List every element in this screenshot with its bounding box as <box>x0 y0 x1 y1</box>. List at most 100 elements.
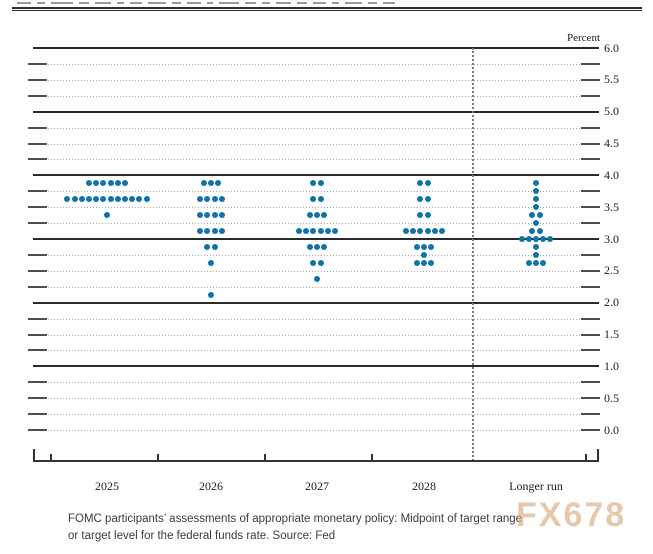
projection-dot-Longer-run-3 <box>540 235 547 243</box>
projection-dot-2025-3.625 <box>136 196 143 203</box>
projection-dot-2025-3.625 <box>129 196 136 203</box>
gridline-left-dash-0.250 <box>28 413 47 416</box>
cropped-text-fragment <box>219 2 239 4</box>
projection-dot-Longer-run-3.375 <box>529 212 536 219</box>
gridline-left-dash-4.250 <box>28 158 47 161</box>
projection-dot-2027-3.625 <box>317 196 324 203</box>
gridline-right-dash-3.500 <box>581 206 600 209</box>
gridline-0.000 <box>48 430 581 431</box>
gridline-2.500 <box>48 270 581 272</box>
gridline-right-dash-5.500 <box>581 78 600 81</box>
projection-dot-2025-3.875 <box>93 180 100 187</box>
projection-dot-2026-3.625 <box>218 196 225 203</box>
projection-dot-2025-3.625 <box>85 196 93 203</box>
projection-dot-Longer-run-3.875 <box>532 180 540 187</box>
projection-dot-Longer-run-3.125 <box>529 227 536 235</box>
projection-dot-Longer-run-3 <box>547 235 554 243</box>
gridline-left-dash-5.250 <box>28 94 47 97</box>
gridline-right-dash-0.750 <box>581 381 600 384</box>
gridline-1.00 <box>33 365 599 368</box>
cropped-text-fragment <box>95 2 111 4</box>
projection-dot-2027-3.125 <box>331 227 339 235</box>
projection-dot-2026-3.125 <box>204 227 211 235</box>
projection-dot-2026-2.125 <box>207 291 215 298</box>
gridline-left-dash-1.250 <box>28 349 47 352</box>
projection-dot-2025-3.875 <box>121 180 129 187</box>
ytick-label-4.5: 4.5 <box>604 136 619 150</box>
gridline-1.750 <box>48 318 581 320</box>
gridline-5.750 <box>48 63 581 65</box>
projection-dot-2026-3.375 <box>218 212 225 219</box>
x-axis-end-tick <box>33 449 35 460</box>
gridline-right-dash-3.750 <box>581 190 600 193</box>
projection-dot-2026-3.125 <box>197 227 204 235</box>
cropped-text-fragment <box>383 2 395 4</box>
y-axis-unit-label: Percent <box>567 32 600 44</box>
projection-dot-2027-3.125 <box>317 227 324 235</box>
projection-dot-2028-3.875 <box>417 180 424 187</box>
projection-dot-2028-2.75 <box>420 251 428 258</box>
caption-line1: FOMC participants’ assessments of approp… <box>68 513 523 525</box>
projection-dot-2028-2.625 <box>420 259 428 266</box>
cropped-text-fragment <box>130 2 142 4</box>
gridline-left-dash-1.500 <box>28 333 47 336</box>
projection-dot-2027-2.625 <box>310 259 317 266</box>
cropped-text-fragment <box>332 2 339 4</box>
cropped-text-fragment <box>17 2 31 4</box>
gridline-0.250 <box>48 414 581 416</box>
projection-dot-2025-3.625 <box>107 196 114 203</box>
projection-dot-2028-3.875 <box>424 180 431 187</box>
ytick-label-5.0: 5.0 <box>604 104 619 119</box>
projection-dot-2028-3.375 <box>424 212 431 219</box>
ytick-label-4.0: 4.0 <box>604 167 619 182</box>
projection-dot-2028-2.625 <box>413 259 420 266</box>
ytick-label-1.0: 1.0 <box>604 358 619 373</box>
chart-caption: FOMC participants’ assessments of approp… <box>68 511 568 544</box>
projection-dot-2028-3.625 <box>424 196 431 203</box>
projection-dot-Longer-run-3.125 <box>536 227 543 235</box>
cropped-text-fragment <box>37 2 45 4</box>
projection-dot-2027-2.625 <box>317 259 324 266</box>
ytick-label-6.0: 6.0 <box>604 40 619 55</box>
projection-dot-2028-3.625 <box>417 196 424 203</box>
header-divider-rule <box>12 7 642 11</box>
gridline-3.250 <box>48 223 581 225</box>
ytick-label-1.5: 1.5 <box>604 327 619 341</box>
projection-dot-2026-3.875 <box>215 180 222 187</box>
ytick-label-2.0: 2.0 <box>604 295 619 310</box>
gridline-3.00 <box>33 238 599 240</box>
projection-dot-2026-3.375 <box>211 212 218 219</box>
projection-dot-2027-2.875 <box>321 243 328 251</box>
gridline-right-dash-2.250 <box>581 285 600 288</box>
projection-dot-Longer-run-3 <box>532 235 540 243</box>
projection-dot-2026-3.875 <box>207 180 215 187</box>
gridline-6.00 <box>33 47 599 49</box>
projection-dot-Longer-run-2.625 <box>525 259 532 266</box>
projection-dot-2025-3.375 <box>103 212 111 219</box>
projection-dot-2028-2.625 <box>428 259 435 266</box>
projection-dot-2028-2.875 <box>413 243 420 251</box>
projection-dot-2025-3.875 <box>100 180 107 187</box>
gridline-right-dash-4.250 <box>581 158 600 161</box>
gridline-0.500 <box>48 398 581 400</box>
cropped-text-fragment <box>148 2 166 4</box>
gridline-3.500 <box>48 207 581 209</box>
projection-dot-Longer-run-3.5 <box>532 204 540 211</box>
gridline-5.00 <box>33 110 599 113</box>
projection-dot-2028-2.875 <box>428 243 435 251</box>
projection-dot-2028-3.125 <box>424 227 431 235</box>
projection-dot-2028-3.125 <box>431 227 438 235</box>
projection-dot-Longer-run-3 <box>518 235 525 243</box>
gridline-left-dash-2.750 <box>28 253 47 256</box>
projection-dot-Longer-run-3.25 <box>532 219 540 227</box>
cropped-text-fragment <box>368 2 377 4</box>
gridline-left-dash-0.500 <box>28 397 47 400</box>
projection-dot-2026-3.125 <box>211 227 218 235</box>
gridline-0.750 <box>48 382 581 384</box>
projection-dot-2028-3.125 <box>410 227 417 235</box>
projection-dot-2027-3.125 <box>295 227 303 235</box>
projection-dot-2025-3.625 <box>71 196 78 203</box>
projection-dot-2027-2.875 <box>306 243 313 251</box>
